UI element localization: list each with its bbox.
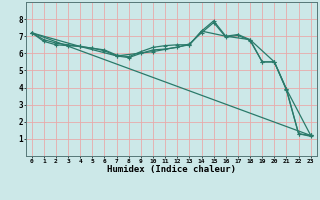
X-axis label: Humidex (Indice chaleur): Humidex (Indice chaleur) xyxy=(107,165,236,174)
